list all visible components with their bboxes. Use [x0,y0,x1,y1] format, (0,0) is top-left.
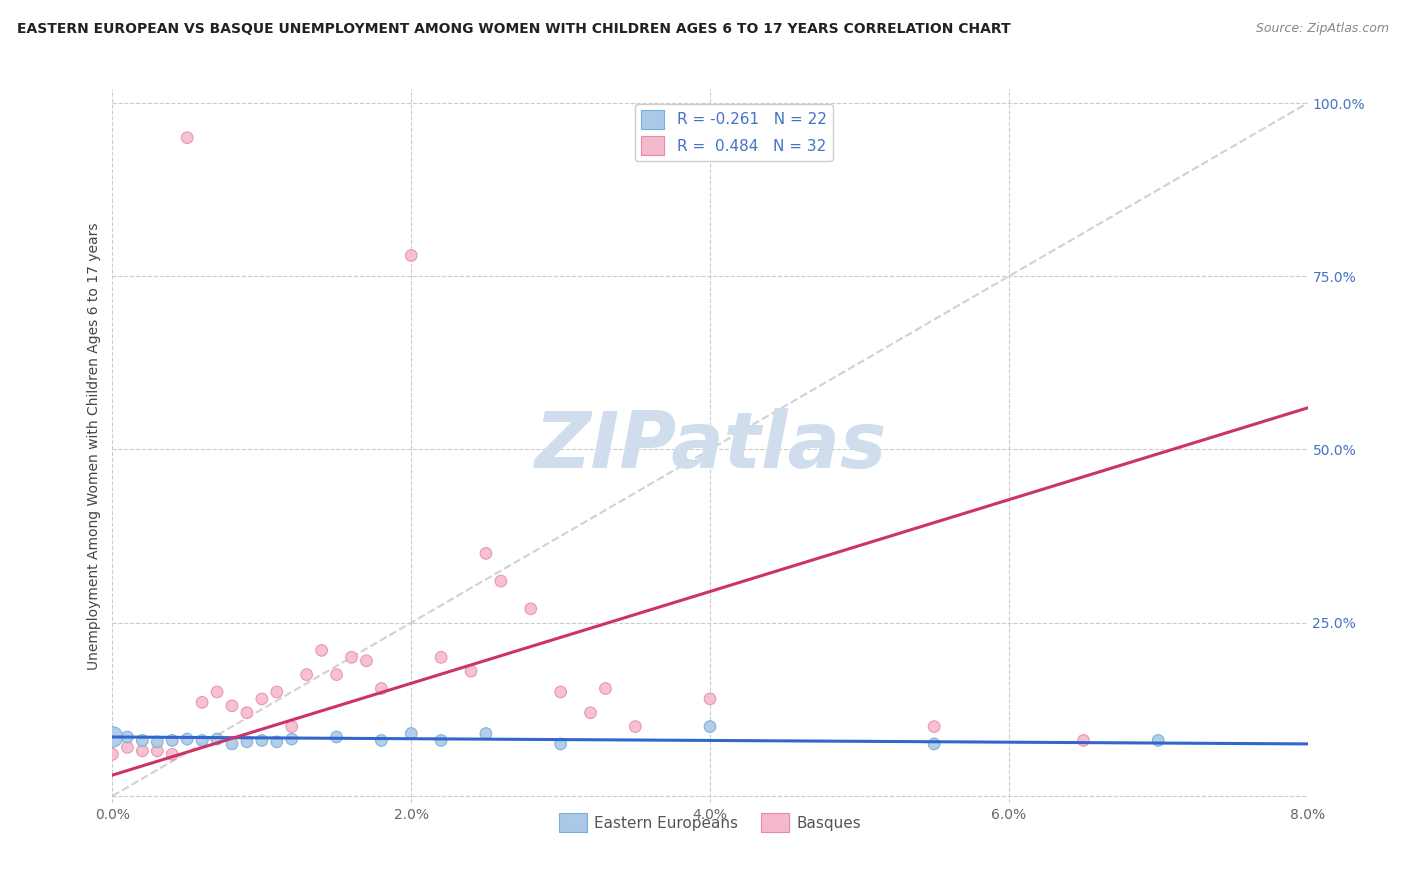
Point [550,685,572,699]
Point [131,733,153,747]
Point [401,726,423,740]
Point [922,720,945,734]
Point [221,698,243,713]
Point [1147,733,1170,747]
Point [176,732,198,747]
Legend: Eastern Europeans, Basques: Eastern Europeans, Basques [553,807,868,838]
Point [131,744,153,758]
Point [1073,733,1095,747]
Point [205,732,228,747]
Text: Source: ZipAtlas.com: Source: ZipAtlas.com [1256,22,1389,36]
Point [176,130,198,145]
Point [475,726,498,740]
Point [370,733,392,747]
Point [266,685,288,699]
Point [340,650,363,665]
Point [162,747,183,762]
Point [295,667,318,681]
Point [191,733,214,747]
Point [430,650,453,665]
Point [325,730,347,744]
Point [595,681,617,696]
Point [146,744,169,758]
Point [370,681,392,696]
Point [520,602,543,616]
Point [250,691,273,706]
Point [489,574,512,588]
Point [699,720,721,734]
Point [311,643,333,657]
Y-axis label: Unemployment Among Women with Children Ages 6 to 17 years: Unemployment Among Women with Children A… [87,222,101,670]
Text: ZIPatlas: ZIPatlas [534,408,886,484]
Point [250,733,273,747]
Point [475,546,498,560]
Point [281,732,304,747]
Point [191,695,214,709]
Text: EASTERN EUROPEAN VS BASQUE UNEMPLOYMENT AMONG WOMEN WITH CHILDREN AGES 6 TO 17 Y: EASTERN EUROPEAN VS BASQUE UNEMPLOYMENT … [17,22,1011,37]
Point [922,737,945,751]
Point [401,248,423,262]
Point [550,737,572,751]
Point [699,691,721,706]
Point [205,685,228,699]
Point [101,730,124,744]
Point [356,654,378,668]
Point [430,733,453,747]
Point [281,720,304,734]
Point [236,706,259,720]
Point [117,730,139,744]
Point [236,735,259,749]
Point [325,667,347,681]
Point [117,740,139,755]
Point [162,733,183,747]
Point [579,706,602,720]
Point [221,737,243,751]
Point [101,747,124,762]
Point [624,720,647,734]
Point [146,735,169,749]
Point [266,735,288,749]
Point [460,664,482,678]
